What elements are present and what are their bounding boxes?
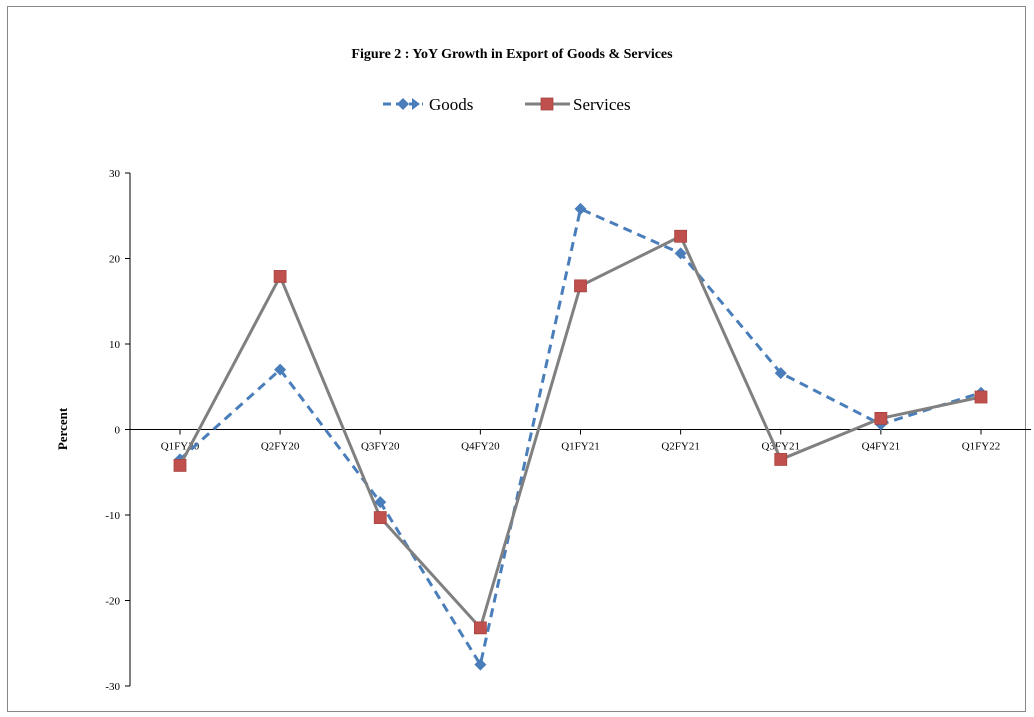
services-point	[373, 511, 387, 524]
series-services	[173, 229, 988, 635]
legend-item-services: Services	[525, 95, 631, 114]
services-point	[674, 229, 688, 243]
goods-point	[474, 658, 487, 671]
services-point	[874, 411, 888, 425]
y-tick-label: -10	[105, 510, 120, 522]
x-tick-label: Q3FY21	[761, 441, 800, 453]
x-tick-label: Q1FY21	[561, 441, 600, 453]
goods-point	[674, 247, 687, 260]
services-point	[974, 390, 988, 404]
goods-point	[574, 202, 587, 215]
services-point	[273, 270, 287, 283]
y-tick-label: -20	[105, 596, 120, 608]
series-goods	[174, 202, 987, 671]
series-goods-line	[178, 207, 982, 667]
x-tick-label: Q4FY21	[862, 441, 901, 453]
y-axis-label: Percent	[55, 407, 70, 450]
chart-frame	[7, 6, 1026, 712]
y-tick-label: 10	[109, 339, 121, 351]
goods-point	[374, 496, 387, 509]
x-tick-label: Q2FY21	[661, 441, 700, 453]
services-point	[173, 459, 187, 472]
legend-services-label: Services	[573, 95, 631, 114]
x-axis: Q1FY20 Q2FY20 Q3FY20 Q4FY20 Q1FY21 Q2FY21 Q3FY…	[130, 429, 1032, 453]
x-tick-label: Q4FY20	[461, 441, 500, 453]
y-tick-label: 0	[115, 425, 121, 437]
chart-title: Figure 2 : YoY Growth in Export of Goods…	[351, 47, 673, 62]
y-axis: 30 20 10 0 -10 -20 -30	[105, 168, 131, 693]
goods-point	[774, 367, 787, 380]
services-point	[473, 621, 487, 635]
series-layer	[173, 202, 988, 671]
x-tick-label: Q3FY20	[361, 441, 400, 453]
legend-goods-marker	[397, 98, 409, 110]
legend-item-goods: Goods	[383, 95, 473, 114]
legend-goods-arrow-marker	[412, 98, 420, 110]
services-point	[574, 279, 587, 293]
y-tick-label: 30	[109, 168, 121, 180]
legend-goods-label: Goods	[429, 95, 473, 114]
goods-point	[274, 363, 287, 376]
y-tick-label: -30	[105, 681, 120, 693]
y-tick-label: 20	[109, 254, 121, 266]
x-tick-label: Q2FY20	[261, 441, 300, 453]
x-tick-label: Q1FY22	[962, 441, 1001, 453]
legend-services-marker	[540, 97, 554, 111]
legend: Goods Services	[383, 95, 631, 114]
services-point	[774, 453, 788, 466]
